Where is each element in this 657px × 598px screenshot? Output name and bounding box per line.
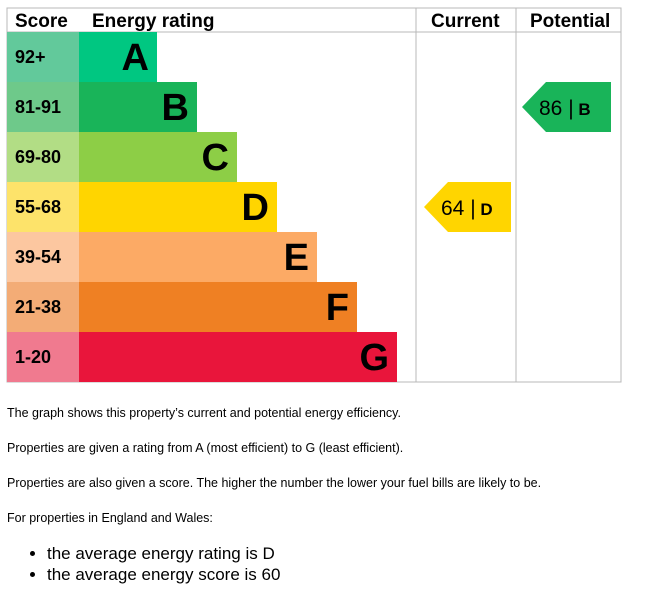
band-c-score-cell [7,132,79,182]
header-energy-rating: Energy rating [92,11,214,32]
band-e-letter: E [284,237,309,279]
potential-rating-marker-label: 86 | B [539,97,591,120]
header-score: Score [15,11,68,32]
band-d-score-label: 55-68 [15,197,61,217]
average-list: the average energy rating is D the avera… [7,543,280,585]
band-g-score-cell [7,332,79,382]
potential-rating-marker-arrow [522,82,611,132]
band-d-bar [79,182,277,232]
note-graph-description: The graph shows this property’s current … [7,406,401,420]
band-c-score-label: 69-80 [15,147,61,167]
note-score-meaning: Properties are also given a score. The h… [7,476,542,490]
epc-graph: Score Energy rating Current Potential 92+ A 81… [6,7,622,383]
band-g-letter: G [359,337,389,379]
average-score-item: the average energy score is 60 [47,564,280,585]
band-b-score-label: 81-91 [15,97,61,117]
note-rating-range: Properties are given a rating from A (mo… [7,441,404,455]
band-e-score-label: 39-54 [15,247,61,267]
band-e-bar [79,232,317,282]
band-d-score-cell [7,182,79,232]
band-a-letter: A [122,37,149,79]
note-region: For properties in England and Wales: [7,511,213,525]
band-b-bar [79,82,197,132]
band-b-score-cell [7,82,79,132]
band-c-letter: C [202,137,229,179]
band-a-score-label: 92+ [15,47,46,67]
band-f-score-cell [7,282,79,332]
band-a-bar [79,32,157,82]
energy-rating-chart: Score Energy rating Current Potential 92+ A 81… [6,7,622,383]
band-c-bar [79,132,237,182]
current-rating-marker-arrow [424,182,511,232]
average-rating-item: the average energy rating is D [47,543,280,564]
header-current: Current [431,11,500,32]
band-g-bar [79,332,397,382]
band-e-score-cell [7,232,79,282]
band-f-bar [79,282,357,332]
header-potential: Potential [530,11,610,32]
band-f-letter: F [326,287,349,329]
band-b-letter: B [162,87,189,129]
current-rating-marker-label: 64 | D [441,197,493,220]
band-g-score-label: 1-20 [15,347,51,367]
band-f-score-label: 21-38 [15,297,61,317]
band-d-letter: D [242,187,269,229]
band-a-score-cell [7,32,79,82]
